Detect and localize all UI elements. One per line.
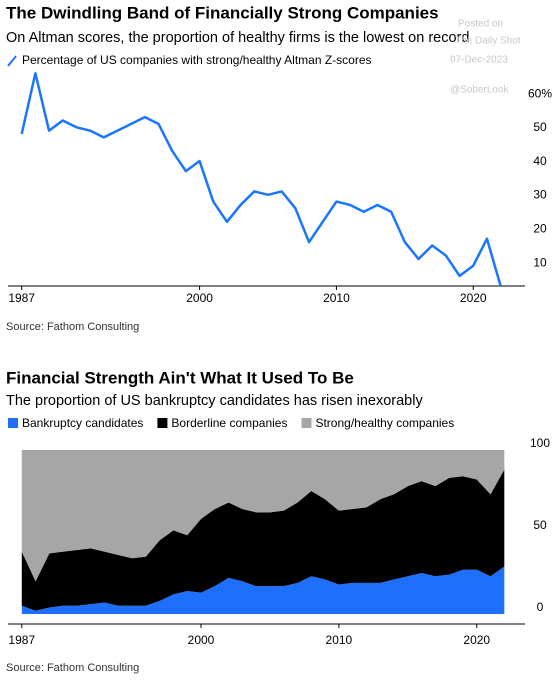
legend-label: Strong/healthy companies bbox=[315, 416, 454, 430]
chart-title: Financial Strength Ain't What It Used To… bbox=[6, 368, 354, 387]
watermark: The Daily Shot bbox=[455, 36, 521, 47]
x-tick-label: 2000 bbox=[186, 291, 213, 305]
y-tick-label: 30 bbox=[533, 188, 547, 202]
chart-subtitle: The proportion of US bankruptcy candidat… bbox=[6, 393, 423, 409]
watermark: @SoberLook bbox=[450, 85, 510, 96]
area bbox=[21, 450, 505, 582]
legend-swatch bbox=[301, 418, 312, 428]
legend-swatch bbox=[7, 55, 17, 67]
x-tick-label: 2010 bbox=[326, 633, 353, 647]
x-tick-label: 2010 bbox=[323, 291, 350, 305]
x-tick-label: 2020 bbox=[460, 291, 487, 305]
legend-label: Borderline companies bbox=[171, 416, 287, 430]
area bbox=[21, 469, 505, 611]
legend-swatch bbox=[157, 418, 168, 428]
y-tick-label: 0 bbox=[537, 600, 544, 614]
source: Source: Fathom Consulting bbox=[6, 662, 139, 674]
y-tick-label: 100 bbox=[530, 436, 550, 450]
legend-label: Percentage of US companies with strong/h… bbox=[22, 53, 372, 67]
chart-subtitle: On Altman scores, the proportion of heal… bbox=[6, 30, 469, 46]
y-tick-label: 40 bbox=[533, 154, 547, 168]
y-tick-label: 20 bbox=[533, 222, 547, 236]
y-tick-label: 60% bbox=[528, 86, 552, 100]
x-tick-label: 2000 bbox=[188, 633, 215, 647]
x-tick-label: 1987 bbox=[8, 633, 35, 647]
area bbox=[21, 566, 505, 614]
chart-title: The Dwindling Band of Financially Strong… bbox=[6, 3, 439, 22]
y-tick-label: 50 bbox=[533, 518, 547, 532]
watermark: Posted on bbox=[458, 19, 503, 30]
x-tick-label: 2020 bbox=[463, 633, 490, 647]
watermark: 07-Dec-2023 bbox=[450, 55, 508, 66]
y-tick-label: 50 bbox=[533, 120, 547, 134]
legend-swatch bbox=[8, 418, 18, 428]
source: Source: Fathom Consulting bbox=[6, 321, 139, 333]
y-tick-label: 10 bbox=[533, 255, 547, 269]
line bbox=[20, 71, 502, 287]
legend-label: Bankruptcy candidates bbox=[22, 416, 143, 430]
x-tick-label: 1987 bbox=[8, 291, 35, 305]
